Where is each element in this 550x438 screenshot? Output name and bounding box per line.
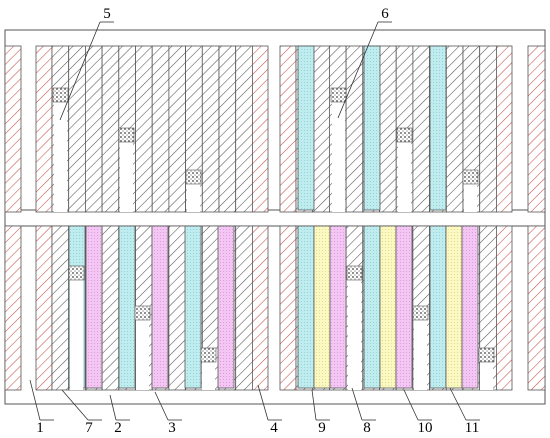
strip-g (101, 45, 120, 213)
callout-label: 1 (36, 420, 44, 436)
strip-g (151, 45, 170, 213)
strip-r (279, 45, 297, 213)
strip-c (297, 45, 315, 211)
strip-c (429, 45, 447, 211)
plug-block (346, 265, 363, 281)
callout-label: 9 (318, 420, 326, 436)
leader-line (59, 21, 101, 121)
strip-m (85, 225, 103, 389)
callout-label: 3 (168, 420, 176, 436)
plug-block (68, 265, 85, 281)
strip-g (479, 45, 497, 213)
strip-g (201, 45, 220, 213)
leader-line (337, 21, 379, 119)
trench-void (70, 280, 83, 390)
strip-g (412, 45, 430, 213)
plug-block (330, 87, 347, 103)
trench-void (332, 100, 345, 212)
strip-r (495, 45, 513, 213)
callout-label: 10 (418, 420, 433, 436)
strip-m (461, 225, 479, 389)
strip-c (363, 45, 381, 211)
trench-void (480, 362, 493, 390)
strip-g (218, 45, 237, 213)
strip-g (101, 225, 120, 391)
strip-r (495, 225, 513, 391)
strip-g (345, 45, 364, 213)
callout-label: 5 (103, 6, 111, 22)
plug-block (478, 347, 495, 363)
strip-m (329, 225, 347, 389)
trench-void (464, 182, 477, 212)
plug-block (185, 169, 202, 185)
leader-line (61, 389, 89, 421)
callout-label: 7 (85, 420, 93, 436)
strip-c (363, 225, 381, 389)
strip-g (235, 225, 253, 391)
strip-r (251, 45, 269, 213)
trench-void (348, 280, 361, 390)
strip-c (118, 225, 136, 389)
leader-line (154, 391, 169, 421)
leader-line (109, 394, 117, 421)
trench-void (202, 362, 215, 390)
strip-r (35, 225, 53, 391)
strip-y (313, 225, 331, 389)
strip-g (312, 45, 330, 213)
strip-r (35, 45, 53, 213)
trench-void (414, 320, 427, 390)
trench-void (120, 142, 133, 212)
leader-line (351, 387, 363, 421)
strip-y (445, 225, 463, 389)
strip-m (395, 225, 413, 389)
leader-line (311, 389, 317, 421)
plug-block (412, 305, 429, 321)
plug-block (118, 127, 135, 143)
trench-void (136, 320, 149, 390)
trench-void (398, 142, 411, 212)
callout-label: 6 (381, 6, 389, 22)
plug-block (200, 347, 217, 363)
strip-g (379, 45, 397, 213)
strip-r (4, 45, 22, 213)
middle-divider (4, 209, 546, 227)
strip-g (235, 45, 253, 213)
callout-label: 2 (114, 420, 122, 436)
strip-r (527, 225, 546, 391)
leader-line (403, 389, 419, 421)
strip-g (85, 45, 103, 213)
plug-block (52, 87, 69, 103)
leader-line (29, 379, 41, 421)
strip-c (184, 225, 202, 389)
strip-g (51, 225, 70, 391)
strip-r (251, 225, 269, 391)
strip-m (151, 225, 169, 389)
strip-r (4, 225, 22, 391)
strip-r (527, 45, 546, 213)
strip-g (168, 45, 186, 213)
strip-y (379, 225, 397, 389)
plug-block (134, 305, 151, 321)
callout-label: 11 (465, 420, 479, 436)
trench-void (187, 182, 200, 212)
trench-void (54, 100, 67, 212)
strip-m (217, 225, 235, 389)
leader-line (449, 387, 467, 421)
leader-line (257, 384, 269, 421)
strip-g (135, 45, 153, 213)
callout-label: 4 (270, 420, 278, 436)
plug-block (396, 127, 413, 143)
strip-g (168, 225, 186, 391)
strip-g (68, 45, 86, 213)
callout-label: 8 (363, 420, 371, 436)
strip-r (279, 225, 297, 391)
plug-block (462, 169, 479, 185)
strip-g (445, 45, 464, 213)
strip-c (297, 225, 315, 389)
strip-c (429, 225, 447, 389)
